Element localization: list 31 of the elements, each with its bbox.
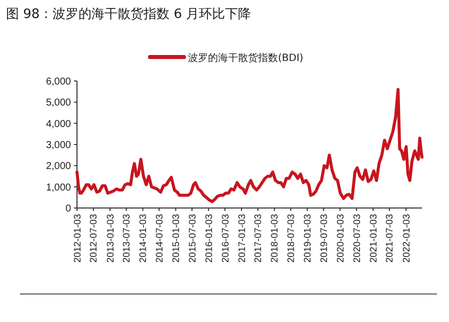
x-tick-label: 2014-01-03: [138, 214, 150, 263]
legend: 波罗的海干散货指数(BDI): [148, 53, 304, 64]
x-tick-label: 2012-01-03: [72, 214, 84, 263]
x-tick-label: 2012-07-03: [88, 214, 100, 263]
x-tick-label: 2013-01-03: [105, 214, 116, 263]
y-tick-label: 1,000: [46, 182, 72, 194]
x-tick-label: 2015-01-03: [171, 214, 182, 263]
x-tick-label: 2016-01-03: [204, 214, 215, 263]
x-tick-label: 2014-07-03: [154, 214, 166, 263]
x-tick-label: 2015-07-03: [187, 214, 198, 263]
x-tick-label: 2019-01-03: [302, 214, 314, 263]
x-tick-label: 2018-07-03: [286, 214, 297, 263]
y-tick-label: 3,000: [46, 140, 72, 151]
y-tick-label: 6,000: [46, 76, 72, 88]
legend-label: 波罗的海干散货指数(BDI): [188, 52, 304, 64]
y-tick-label: 4,000: [46, 118, 72, 130]
x-tick-label: 2022-01-03: [401, 214, 412, 263]
x-tick-label: 2013-07-03: [122, 214, 133, 263]
x-tick-label: 2017-01-03: [236, 214, 248, 263]
x-tick-label: 2021-07-03: [384, 214, 396, 263]
y-tick-label: 5,000: [46, 98, 72, 109]
x-tick-label: 2016-07-03: [220, 214, 232, 263]
x-tick-label: 2019-07-03: [318, 214, 330, 263]
title: 图 98：波罗的海干散货指数 6 月环比下降: [6, 7, 252, 22]
x-tick-label: 2018-01-03: [270, 214, 281, 263]
x-tick-label: 2017-07-03: [253, 214, 264, 263]
y-tick-label: 0: [65, 204, 72, 214]
x-tick-label: 2020-07-03: [352, 214, 363, 263]
x-tick-label: 2020-01-03: [335, 214, 346, 263]
x-tick-label: 2021-01-03: [368, 214, 380, 263]
y-tick-label: 2,000: [46, 161, 72, 172]
